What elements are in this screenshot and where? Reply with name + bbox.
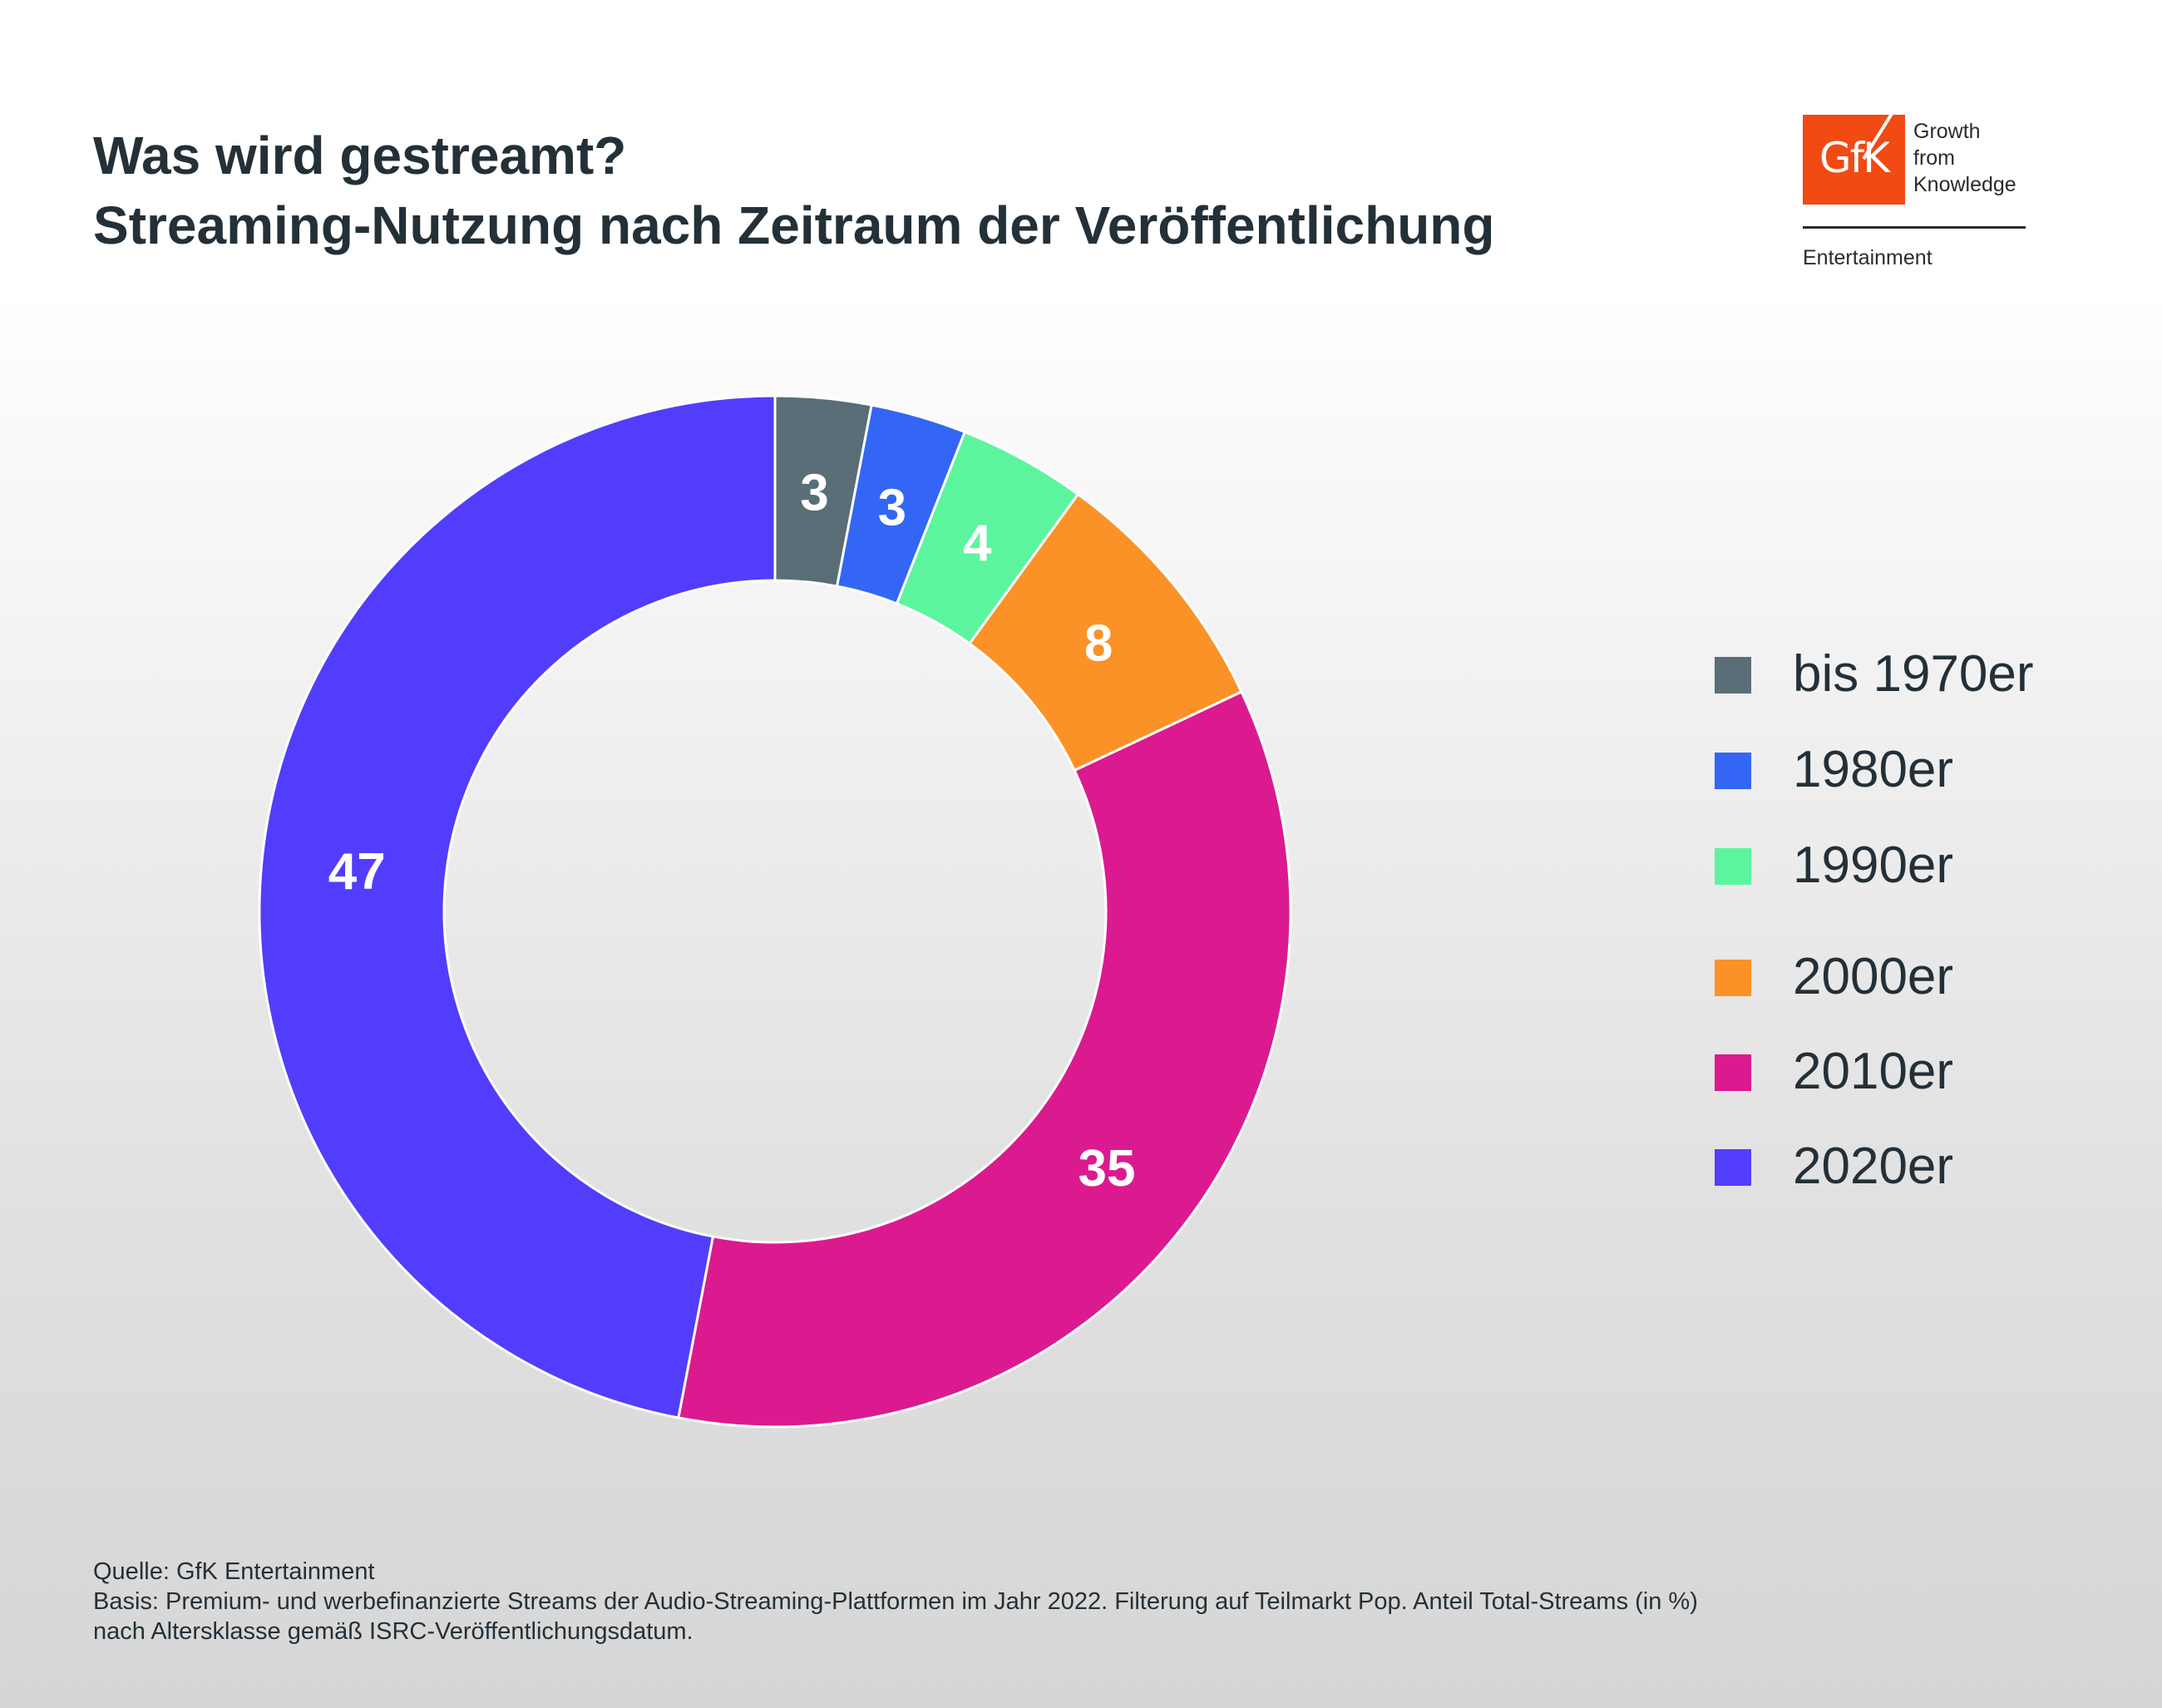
legend-label: 1980er bbox=[1793, 741, 1954, 798]
legend-swatch bbox=[1715, 1054, 1751, 1091]
legend-swatch bbox=[1715, 848, 1751, 885]
source-note: Quelle: GfK Entertainment bbox=[93, 1558, 375, 1585]
basis-note-line-1: Basis: Premium- und werbefinanzierte Str… bbox=[93, 1588, 1698, 1615]
legend-item-1990er: 1990er bbox=[1715, 832, 2147, 898]
legend-label: 1990er bbox=[1793, 837, 1954, 894]
legend-label: 2020er bbox=[1793, 1138, 1954, 1195]
gfk-logo-text: GfK bbox=[1819, 134, 1890, 182]
data-label-1990er: 4 bbox=[963, 515, 992, 572]
chart-title: Was wird gestreamt? Streaming-Nutzung na… bbox=[93, 121, 1673, 260]
legend-label: 2010er bbox=[1793, 1043, 1954, 1100]
gfk-tagline-line-1: Growth bbox=[1913, 120, 1981, 143]
gfk-tagline-line-3: Knowledge bbox=[1913, 173, 2016, 196]
basis-note-line-2: nach Altersklasse gemäß ISRC-Veröffentli… bbox=[93, 1618, 694, 1645]
slice-2010er bbox=[677, 690, 1292, 1429]
legend-swatch bbox=[1715, 657, 1751, 694]
gfk-tagline: Growth from Knowledge bbox=[1913, 118, 2030, 198]
legend-item-2010er: 2010er bbox=[1715, 1038, 2147, 1104]
donut-slices bbox=[258, 394, 1292, 1429]
data-label-2020er: 47 bbox=[328, 843, 386, 901]
data-label-bis-1970er: 3 bbox=[800, 465, 828, 522]
legend-label: bis 1970er bbox=[1793, 645, 2034, 703]
slice-2020er bbox=[258, 394, 777, 1419]
legend-item-1980er: 1980er bbox=[1715, 736, 2147, 802]
legend-item-2020er: 2020er bbox=[1715, 1133, 2147, 1199]
gfk-logo-mark: GfK bbox=[1803, 115, 1905, 205]
title-line-2: Streaming-Nutzung nach Zeitraum der Verö… bbox=[93, 195, 1495, 255]
title-line-1: Was wird gestreamt? bbox=[93, 126, 627, 185]
legend-label: 2000er bbox=[1793, 948, 1954, 1005]
legend-item-2000er: 2000er bbox=[1715, 943, 2147, 1009]
legend-swatch bbox=[1715, 753, 1751, 789]
legend-item-bis-1970er: bis 1970er bbox=[1715, 640, 2147, 707]
gfk-tagline-line-2: from bbox=[1913, 146, 1955, 170]
gfk-logo: GfK Growth from Knowledge Entertainment bbox=[1803, 115, 2027, 281]
data-label-2010er: 35 bbox=[1079, 1140, 1136, 1197]
gfk-division-label: Entertainment bbox=[1803, 246, 1932, 269]
legend-swatch bbox=[1715, 960, 1751, 996]
legend-swatch bbox=[1715, 1149, 1751, 1186]
chart-footer: Quelle: GfK Entertainment Basis: Premium… bbox=[93, 1557, 2006, 1646]
data-label-2000er: 8 bbox=[1084, 615, 1113, 673]
data-label-1980er: 3 bbox=[878, 480, 906, 537]
gfk-logo-divider bbox=[1803, 226, 2026, 229]
